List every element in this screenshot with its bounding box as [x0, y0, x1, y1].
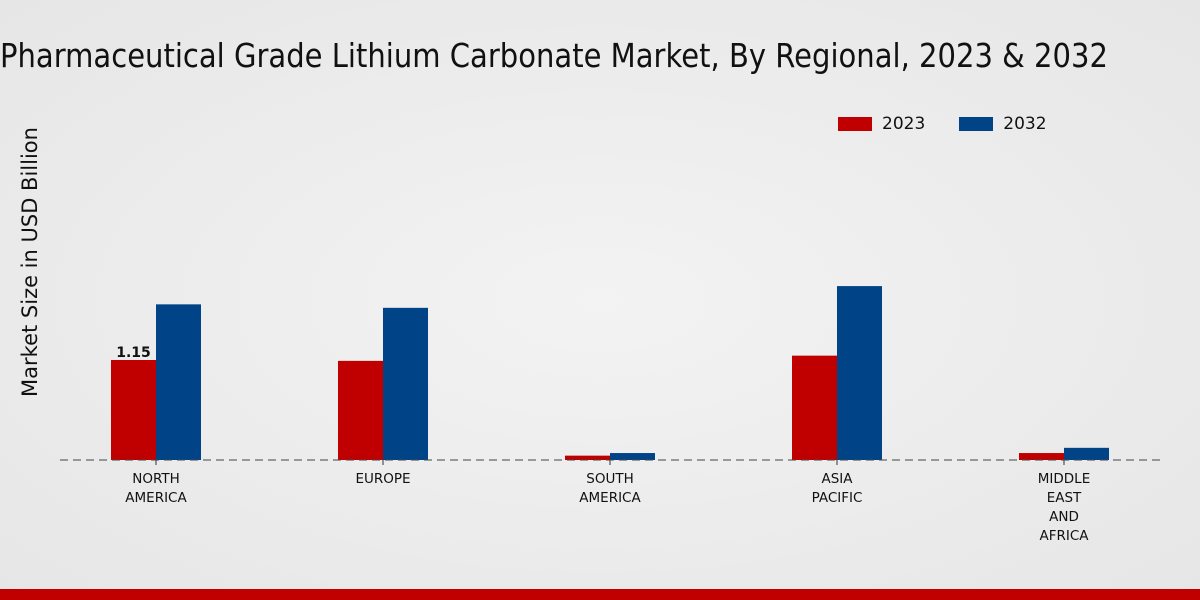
- bar-2032-1: [383, 307, 428, 460]
- legend: 2023 2032: [838, 114, 1047, 134]
- bar-2023-1: [338, 360, 383, 460]
- chart-title: Pharmaceutical Grade Lithium Carbonate M…: [0, 36, 1108, 75]
- x-tick-label: AND: [1049, 509, 1079, 525]
- x-tick-label: ASIA: [821, 471, 853, 487]
- legend-item-2032: 2032: [959, 114, 1047, 134]
- bar-2023-0: [111, 360, 156, 460]
- bar-2023-2: [565, 455, 610, 460]
- legend-item-2023: 2023: [838, 114, 925, 134]
- x-tick-label: AMERICA: [125, 490, 187, 506]
- x-tick-label: EUROPE: [355, 471, 410, 487]
- x-tick-label: MIDDLE: [1038, 471, 1090, 487]
- data-label: 1.15: [116, 345, 151, 361]
- legend-swatch-2023: [838, 117, 872, 131]
- legend-swatch-2032: [959, 117, 994, 131]
- x-tick-label: AMERICA: [579, 490, 641, 506]
- bar-2023-3: [792, 355, 837, 460]
- bar-2032-3: [837, 286, 882, 460]
- bar-2032-0: [156, 304, 201, 460]
- legend-label-2023: 2023: [882, 114, 926, 134]
- x-tick-label: EAST: [1047, 490, 1082, 506]
- bar-2032-2: [610, 453, 655, 460]
- legend-label-2032: 2032: [1003, 114, 1047, 134]
- bar-2032-4: [1064, 447, 1109, 460]
- bottom-accent-bar: [0, 589, 1200, 600]
- x-tick-label: NORTH: [132, 471, 180, 487]
- x-tick-label: AFRICA: [1039, 528, 1089, 544]
- bar-2023-4: [1019, 453, 1064, 460]
- x-tick-label: SOUTH: [586, 471, 633, 487]
- x-tick-label: PACIFIC: [812, 490, 863, 506]
